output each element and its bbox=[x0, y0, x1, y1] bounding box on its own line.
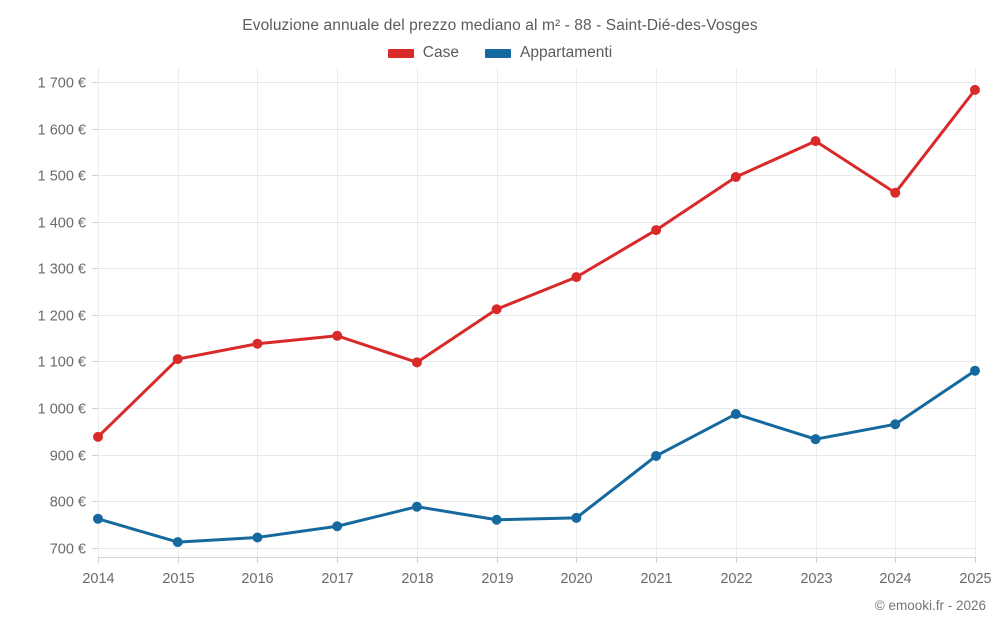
data-point[interactable] bbox=[651, 225, 662, 236]
chart-legend: Case Appartamenti bbox=[0, 44, 1000, 62]
x-axis-tick-label: 2019 bbox=[481, 571, 513, 587]
legend-item-appartamenti[interactable]: Appartamenti bbox=[484, 44, 613, 62]
series-case bbox=[93, 84, 980, 442]
legend-item-case[interactable]: Case bbox=[387, 44, 459, 62]
y-axis-tick-label: 800 € bbox=[50, 495, 86, 511]
x-axis-tick-label: 2016 bbox=[241, 571, 273, 587]
legend-swatch-case bbox=[387, 48, 414, 58]
x-axis-tick-label: 2018 bbox=[401, 571, 433, 587]
data-point[interactable] bbox=[890, 187, 901, 198]
series-line-0 bbox=[96, 88, 977, 439]
data-point[interactable] bbox=[651, 450, 662, 461]
data-point[interactable] bbox=[332, 330, 343, 341]
data-point[interactable] bbox=[571, 272, 582, 283]
y-axis-tick-label: 1 200 € bbox=[38, 309, 86, 325]
data-point[interactable] bbox=[411, 357, 422, 368]
data-point[interactable] bbox=[571, 512, 582, 523]
data-point[interactable] bbox=[332, 521, 343, 532]
y-axis-tick-label: 900 € bbox=[50, 449, 86, 465]
data-point[interactable] bbox=[93, 513, 103, 524]
x-axis-tick-label: 2017 bbox=[321, 571, 353, 587]
data-point[interactable] bbox=[730, 409, 741, 420]
data-point[interactable] bbox=[411, 501, 422, 512]
data-point[interactable] bbox=[172, 537, 183, 548]
chart-title: Evoluzione annuale del prezzo mediano al… bbox=[242, 17, 758, 34]
y-axis-tick-label: 1 700 € bbox=[38, 76, 86, 92]
y-axis-tick-label: 1 300 € bbox=[38, 262, 86, 278]
gridlines-vertical: 2014 2015 2016 2017 2018 2019 2020 2021 2022 2023… bbox=[82, 68, 992, 587]
data-point[interactable] bbox=[970, 84, 980, 95]
y-axis-tick-label: 1 100 € bbox=[38, 355, 86, 371]
x-axis-tick-label: 2022 bbox=[720, 571, 752, 587]
y-axis-tick-label: 700 € bbox=[50, 542, 86, 558]
data-point[interactable] bbox=[810, 136, 821, 147]
series-appartamenti bbox=[93, 365, 980, 548]
legend-label-case: Case bbox=[422, 44, 459, 61]
data-point[interactable] bbox=[252, 532, 263, 543]
x-axis-tick-label: 2014 bbox=[82, 571, 114, 587]
y-axis-tick-label: 1 400 € bbox=[38, 216, 86, 232]
x-axis-tick-label: 2020 bbox=[560, 571, 592, 587]
legend-swatch-appartamenti bbox=[484, 48, 511, 58]
x-axis-tick-label: 2024 bbox=[879, 571, 911, 587]
x-axis-tick-label: 2015 bbox=[162, 571, 194, 587]
data-point[interactable] bbox=[970, 365, 980, 376]
data-point[interactable] bbox=[730, 171, 741, 182]
series-line-1 bbox=[96, 369, 977, 544]
data-point[interactable] bbox=[491, 304, 502, 315]
x-axis-tick-label: 2023 bbox=[800, 571, 832, 587]
y-axis-tick-label: 1 600 € bbox=[38, 123, 86, 139]
data-point[interactable] bbox=[810, 434, 821, 445]
data-point[interactable] bbox=[172, 354, 183, 365]
gridlines-horizontal: 700 € 800 € 900 € 1 000 € 1 100 € 1 200 € 1 30… bbox=[38, 76, 975, 558]
data-point[interactable] bbox=[890, 419, 901, 430]
y-axis-tick-label: 1 500 € bbox=[38, 169, 86, 185]
data-point[interactable] bbox=[252, 338, 263, 349]
data-point[interactable] bbox=[93, 431, 103, 442]
data-point[interactable] bbox=[491, 514, 502, 525]
x-axis-tick-label: 2025 bbox=[959, 571, 991, 587]
chart-credit: © emooki.fr - 2026 bbox=[874, 598, 986, 613]
x-axis-tick-label: 2021 bbox=[640, 571, 672, 587]
legend-label-appartamenti: Appartamenti bbox=[519, 44, 613, 61]
y-axis-tick-label: 1 000 € bbox=[38, 402, 86, 418]
